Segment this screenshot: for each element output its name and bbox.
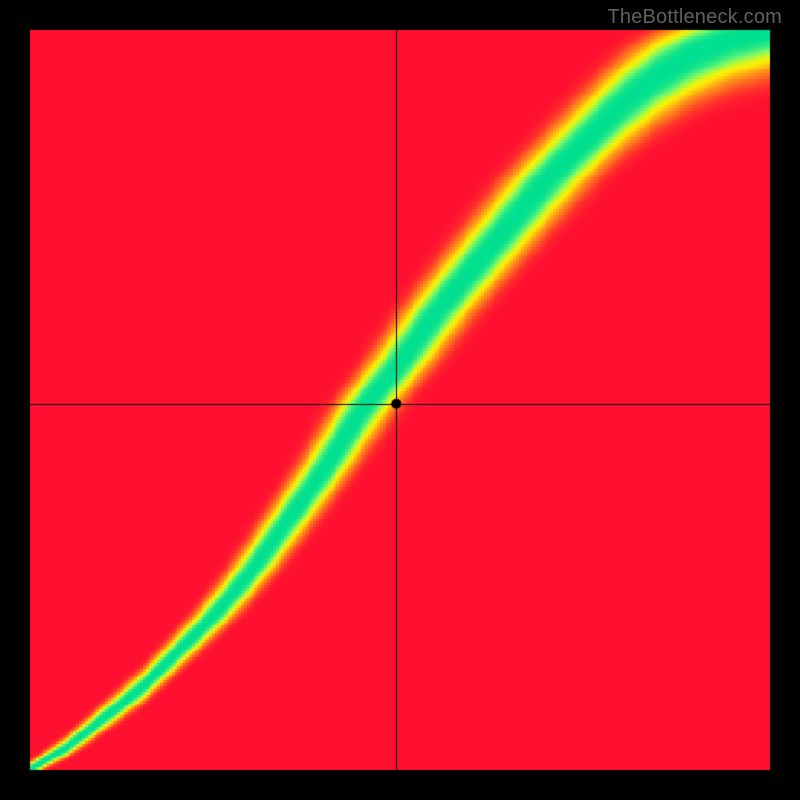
watermark-text: TheBottleneck.com <box>607 6 782 29</box>
bottleneck-heatmap <box>0 0 800 800</box>
chart-container: TheBottleneck.com <box>0 0 800 800</box>
